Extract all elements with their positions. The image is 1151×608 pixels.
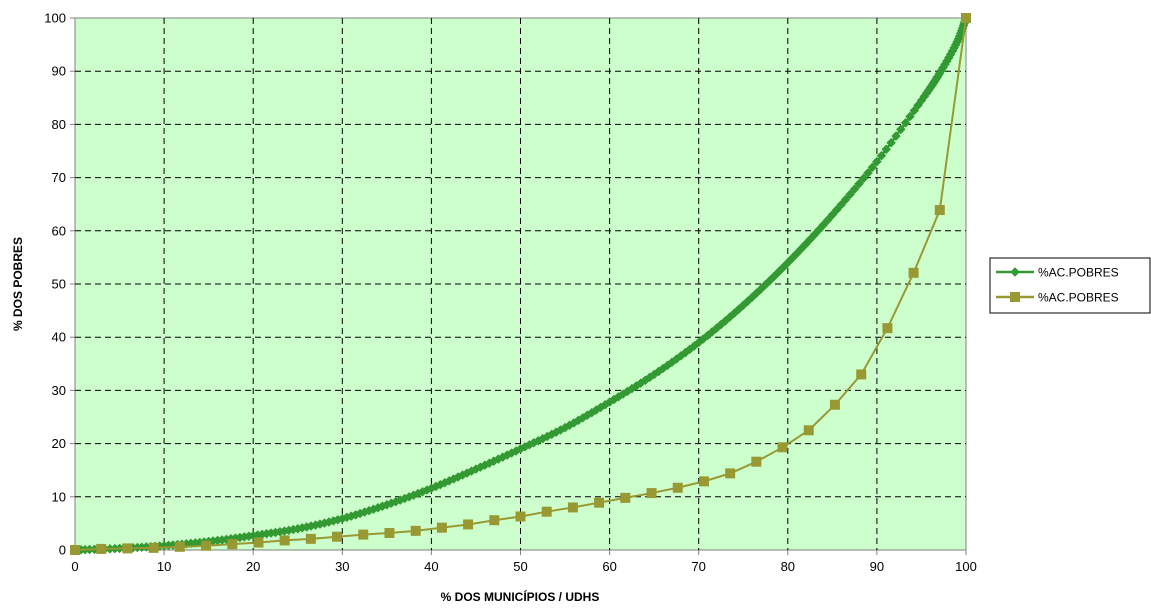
data-point-square — [515, 511, 526, 522]
x-tick-labels: 0 10 20 30 40 50 60 70 80 90 100 — [71, 559, 976, 574]
data-point-square — [908, 267, 919, 278]
data-point-diamond — [900, 117, 911, 128]
data-point-square — [961, 13, 971, 23]
x-tick-label: 30 — [335, 559, 349, 574]
legend-swatch-marker — [1010, 292, 1020, 302]
data-point-square — [122, 543, 133, 554]
data-point-square — [698, 476, 709, 487]
data-point-square — [934, 205, 945, 216]
data-point-square — [882, 323, 893, 334]
x-tick-label: 100 — [955, 559, 977, 574]
y-tick-label: 0 — [59, 543, 66, 558]
data-point-diamond — [854, 178, 864, 189]
data-point-diamond — [858, 173, 869, 184]
data-point-square — [856, 369, 867, 380]
data-point-square — [305, 533, 316, 544]
data-point-square — [148, 542, 159, 553]
data-point-diamond — [867, 162, 878, 173]
x-axis-title: % DOS MUNICÍPIOS / UDHS — [441, 589, 600, 604]
data-point-diamond — [845, 189, 856, 200]
data-point-square — [358, 529, 369, 540]
data-point-diamond — [863, 168, 873, 178]
data-point-square — [410, 525, 421, 536]
legend-label: %AC.POBRES — [1038, 266, 1119, 280]
x-tick-label: 70 — [691, 559, 705, 574]
data-point-square — [541, 506, 552, 517]
data-point-diamond — [823, 215, 833, 225]
legend-swatch-marker — [1010, 267, 1020, 277]
y-tick-label: 40 — [52, 330, 66, 345]
y-tick-label: 80 — [52, 117, 66, 132]
data-point-square — [620, 492, 631, 503]
data-point-square — [672, 482, 683, 493]
data-point-diamond — [895, 124, 906, 135]
legend-label: %AC.POBRES — [1038, 291, 1119, 305]
data-point-square — [594, 497, 605, 508]
data-point-square — [489, 515, 500, 526]
series-2 — [70, 13, 971, 555]
x-tick-label: 80 — [781, 559, 795, 574]
x-tick-label: 0 — [71, 559, 78, 574]
x-tick-label: 20 — [246, 559, 260, 574]
x-tick-label: 50 — [513, 559, 527, 574]
data-point-square — [70, 545, 80, 555]
data-point-diamond — [872, 156, 882, 167]
y-axis-title: % DOS POBRES — [11, 237, 25, 331]
y-tick-label: 10 — [52, 489, 66, 504]
data-point-diamond — [818, 219, 829, 230]
x-tick-label: 90 — [870, 559, 884, 574]
data-point-square — [646, 488, 657, 499]
data-point-square — [253, 537, 264, 548]
data-point-square — [227, 539, 238, 550]
x-tick-label: 10 — [157, 559, 171, 574]
data-point-square — [567, 502, 578, 513]
data-point-square — [174, 541, 185, 552]
series-layer — [70, 13, 971, 555]
y-tick-label: 70 — [52, 170, 66, 185]
y-tick-labels: 0 10 20 30 40 50 60 70 80 90 100 — [44, 11, 66, 558]
data-point-square — [436, 522, 447, 533]
data-point-diamond — [840, 194, 851, 205]
data-point-diamond — [876, 150, 887, 161]
data-point-square — [279, 535, 290, 546]
data-point-square — [332, 531, 343, 542]
gridlines — [70, 17, 967, 555]
data-point-diamond — [831, 204, 842, 215]
data-point-diamond — [836, 199, 847, 210]
data-point-diamond — [814, 224, 824, 235]
legend-item-1: %AC.POBRES — [996, 266, 1119, 280]
x-tick-label: 60 — [602, 559, 616, 574]
data-point-diamond — [905, 111, 915, 122]
data-point-square — [384, 527, 395, 538]
data-point-diamond — [891, 131, 901, 141]
data-point-diamond — [886, 137, 896, 148]
y-tick-label: 60 — [52, 223, 66, 238]
legend: %AC.POBRES %AC.POBRES — [989, 257, 1151, 314]
legend-item-2: %AC.POBRES — [996, 291, 1119, 305]
y-tick-label: 50 — [52, 277, 66, 292]
y-tick-label: 30 — [52, 383, 66, 398]
data-point-square — [725, 468, 736, 479]
data-point-diamond — [881, 144, 892, 155]
y-tick-label: 100 — [44, 11, 66, 26]
y-tick-label: 90 — [52, 64, 66, 79]
x-tick-label: 40 — [424, 559, 438, 574]
data-point-square — [803, 425, 814, 436]
data-point-square — [201, 540, 212, 551]
data-point-square — [777, 442, 788, 453]
legend-box — [989, 257, 1151, 314]
data-point-square — [829, 399, 840, 410]
y-tick-label: 20 — [52, 436, 66, 451]
data-point-square — [751, 456, 762, 467]
data-point-square — [463, 519, 474, 530]
data-point-diamond — [827, 209, 838, 220]
data-point-square — [96, 543, 107, 554]
data-point-diamond — [849, 184, 860, 194]
